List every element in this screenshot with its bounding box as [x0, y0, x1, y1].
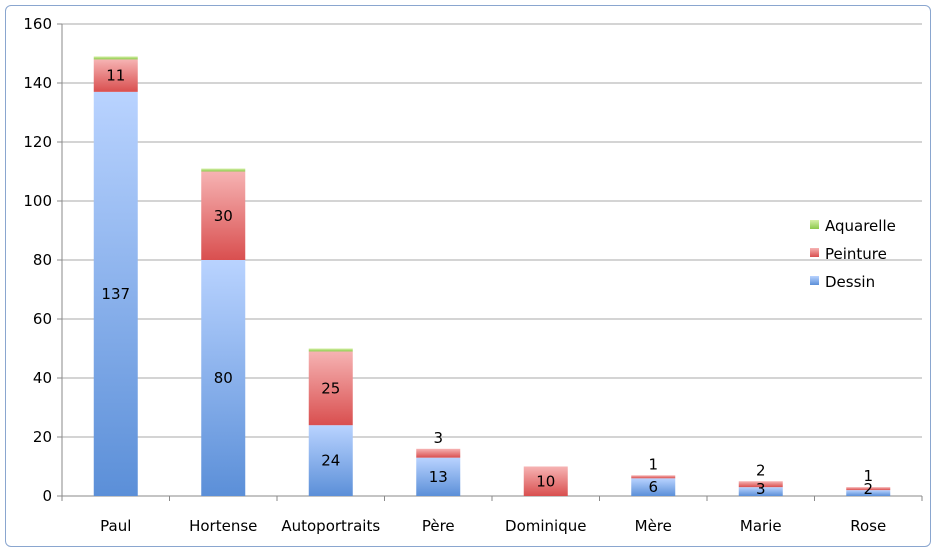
data-label: 10 — [536, 472, 555, 490]
x-tick-label: Hortense — [189, 517, 257, 535]
bar-peinture — [631, 475, 676, 479]
bar-peinture — [523, 466, 568, 496]
x-tick-label: Mère — [635, 517, 672, 535]
chart-frame — [5, 5, 931, 547]
bar-dessin — [846, 490, 891, 496]
bar-peinture — [846, 487, 891, 491]
bar-dessin — [416, 457, 461, 496]
bar-dessin — [308, 425, 353, 496]
bars — [93, 56, 891, 496]
bar-dessin — [201, 260, 246, 496]
x-tick-label: Rose — [850, 517, 886, 535]
bar-aquarelle — [93, 56, 138, 60]
bar-peinture — [416, 448, 461, 458]
bar-dessin — [93, 91, 138, 496]
bar-peinture — [201, 171, 246, 260]
bar-dessin — [631, 478, 676, 496]
legend-swatch-aquarelle — [810, 220, 819, 229]
data-label: 30 — [214, 207, 233, 225]
x-tick-label: Marie — [740, 517, 782, 535]
y-tick-label: 20 — [33, 428, 52, 446]
data-label: 3 — [433, 429, 443, 447]
y-tick-label: 40 — [33, 369, 52, 387]
x-tick-label: Paul — [100, 517, 131, 535]
data-label: 1 — [648, 455, 658, 473]
data-label: 2 — [756, 461, 766, 479]
legend-label-dessin: Dessin — [825, 273, 875, 291]
data-label: 24 — [321, 452, 340, 470]
y-tick-label: 100 — [23, 192, 52, 210]
data-label: 11 — [106, 67, 125, 85]
y-tick-label: 140 — [23, 74, 52, 92]
x-tick-label: Dominique — [505, 517, 586, 535]
x-tick-label: Autoportraits — [281, 517, 380, 535]
y-tick-label: 120 — [23, 133, 52, 151]
data-label: 25 — [321, 379, 340, 397]
bar-peinture — [738, 481, 783, 488]
x-tick-label: Père — [422, 517, 455, 535]
data-label: 2 — [863, 480, 873, 498]
y-tick-label: 60 — [33, 310, 52, 328]
data-label: 13 — [429, 468, 448, 486]
y-tick-label: 160 — [23, 15, 52, 33]
y-tick-label: 80 — [33, 251, 52, 269]
bar-aquarelle — [201, 168, 246, 172]
legend-label-aquarelle: Aquarelle — [825, 217, 896, 235]
legend-label-peinture: Peinture — [825, 245, 887, 263]
legend: Aquarelle Peinture Dessin — [810, 217, 896, 291]
bar-aquarelle — [308, 348, 353, 352]
bar-dessin — [738, 487, 783, 496]
data-label: 6 — [648, 478, 658, 496]
legend-swatch-peinture — [810, 248, 819, 257]
y-tick-label: 0 — [42, 487, 52, 505]
gridlines — [62, 23, 922, 497]
axes: 0 20 40 60 80 100 120 140 160 Paul Hortense Autopor… — [23, 15, 923, 535]
data-label: 3 — [756, 480, 766, 498]
legend-swatch-dessin — [810, 276, 819, 285]
bar-peinture — [93, 59, 138, 92]
data-label: 137 — [101, 285, 130, 303]
bar-peinture — [308, 351, 353, 426]
data-label: 1 — [863, 467, 873, 485]
data-label: 80 — [214, 369, 233, 387]
